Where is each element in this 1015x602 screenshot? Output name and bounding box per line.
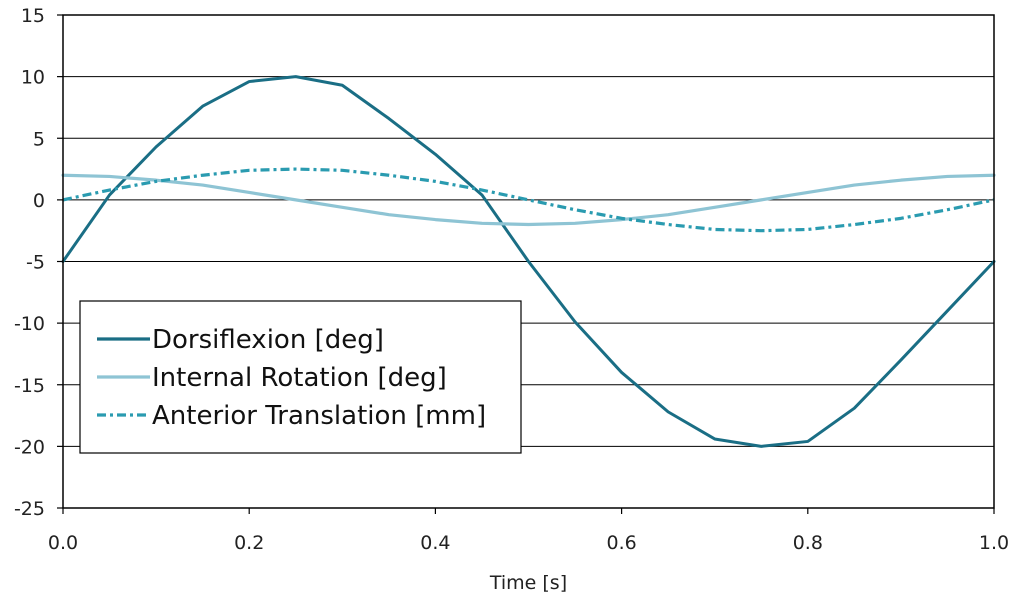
legend-box <box>79 300 522 454</box>
y-tick-label: 0 <box>33 190 45 212</box>
y-tick-label: 15 <box>21 5 45 27</box>
x-axis-title: Time [s] <box>489 572 567 594</box>
x-tick-label: 0.4 <box>420 532 450 554</box>
y-tick-label: -10 <box>14 313 45 335</box>
x-tick-label: 0.2 <box>234 532 264 554</box>
y-tick-label: 5 <box>33 128 45 150</box>
legend: Dorsiflexion [deg] Internal Rotation [deg… <box>79 300 522 454</box>
series-line-2 <box>61 173 996 227</box>
series-line-1 <box>61 75 996 448</box>
x-tick-label: 0.6 <box>606 532 636 554</box>
y-tick-label: -25 <box>14 498 45 520</box>
legend-label: Internal Rotation [deg] <box>152 363 447 393</box>
series-line-3 <box>62 167 995 233</box>
y-tick-label: -5 <box>26 252 45 274</box>
y-tick-label: 10 <box>21 67 45 89</box>
y-axis-ticks: 15 10 5 0 -5 -10 -15 -20 -25 <box>14 5 63 520</box>
y-tick-label: -15 <box>14 375 45 397</box>
y-tick-label: -20 <box>14 436 45 458</box>
x-tick-label: 0.8 <box>793 532 823 554</box>
series-lines <box>61 75 996 448</box>
x-tick-label: 0.0 <box>48 532 78 554</box>
x-axis-ticks: 0.0 0.2 0.4 0.6 0.8 1.0 <box>48 508 1009 554</box>
x-tick-label: 1.0 <box>979 532 1009 554</box>
legend-label: Dorsiflexion [deg] <box>152 325 384 355</box>
legend-label: Anterior Translation [mm] <box>152 401 486 431</box>
